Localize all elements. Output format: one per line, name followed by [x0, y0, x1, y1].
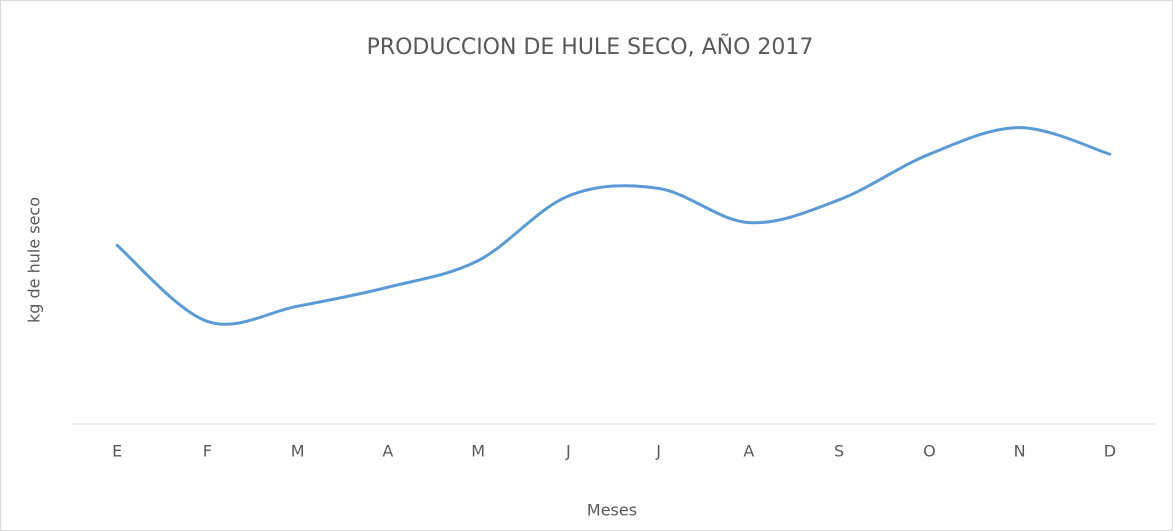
- x-tick-label: A: [743, 442, 754, 461]
- x-tick-label: O: [923, 442, 936, 461]
- x-axis-label: Meses: [587, 501, 637, 520]
- x-tick-label: J: [565, 442, 571, 461]
- x-tick-label: E: [112, 442, 122, 461]
- y-axis-label: kg de hule seco: [25, 197, 44, 323]
- chart-title: PRODUCCION DE HULE SECO, AÑO 2017: [367, 33, 814, 60]
- x-tick-label: M: [291, 442, 305, 461]
- x-tick-label: A: [382, 442, 393, 461]
- x-tick-label: D: [1104, 442, 1116, 461]
- x-tick-label: N: [1014, 442, 1026, 461]
- x-tick-label: S: [834, 442, 844, 461]
- x-tick-label: J: [655, 442, 661, 461]
- x-tick-label: M: [471, 442, 485, 461]
- x-tick-label: F: [203, 442, 212, 461]
- line-series: [115, 126, 1112, 326]
